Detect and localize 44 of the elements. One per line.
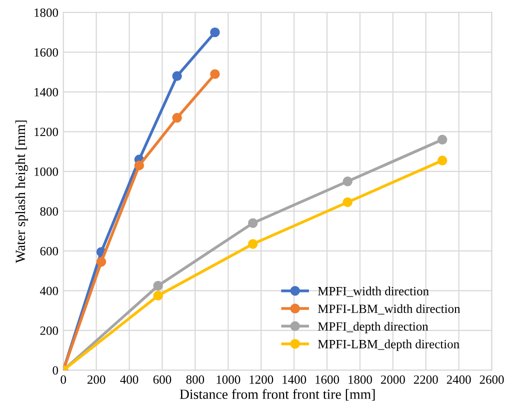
point	[342, 176, 352, 186]
y-tick-label: 800	[40, 207, 58, 216]
point	[437, 134, 448, 145]
y-tick-label: 1800	[34, 8, 58, 17]
legend-label: MPFI_width direction	[318, 286, 429, 297]
y-tick-label: 600	[40, 246, 58, 256]
x-tick-label: 1600	[316, 375, 340, 384]
x-tick-label: 1200	[250, 375, 274, 384]
point	[342, 197, 352, 208]
x-tick-label: 2200	[414, 375, 438, 384]
point	[172, 71, 182, 81]
x-tick-label: 200	[88, 375, 106, 384]
point	[153, 280, 163, 291]
x-tick-label: 1000	[216, 375, 240, 384]
point	[437, 156, 448, 166]
y-tick-label: 400	[40, 286, 58, 296]
y-tick-label: 1600	[34, 48, 58, 57]
y-axis-title: Water splash height [mm]	[15, 120, 28, 264]
legend-label: MPFI-LBM_width direction	[318, 304, 460, 314]
y-tick-label: 0	[52, 366, 58, 375]
x-tick-label: 2600	[480, 375, 504, 384]
legend-label: MPFI_depth direction	[318, 322, 428, 334]
x-tick-label: 400	[120, 375, 138, 384]
point	[172, 112, 182, 123]
x-tick-label: 800	[186, 375, 204, 384]
y-tick-label: 1400	[34, 88, 58, 96]
x-tick-label: 1400	[282, 375, 306, 384]
y-tick-label: 1200	[34, 128, 58, 136]
point	[210, 27, 220, 38]
x-tick-label: 600	[153, 375, 172, 384]
point	[134, 160, 144, 170]
legend-label: MPFI-LBM_depth direction	[318, 340, 460, 351]
x-tick-label: 2400	[446, 375, 471, 384]
x-tick-label: 0	[60, 375, 66, 384]
y-tick-label: 1000	[34, 167, 58, 176]
point	[153, 290, 163, 301]
x-axis-title: Distance from front front tire [mm]	[180, 389, 375, 401]
point	[96, 257, 106, 267]
x-tick-label: 2000	[380, 375, 405, 384]
y-tick-label: 200	[40, 326, 58, 335]
point	[248, 239, 258, 249]
x-tick-label: 1800	[348, 375, 372, 384]
point	[210, 69, 220, 79]
point	[248, 218, 258, 228]
